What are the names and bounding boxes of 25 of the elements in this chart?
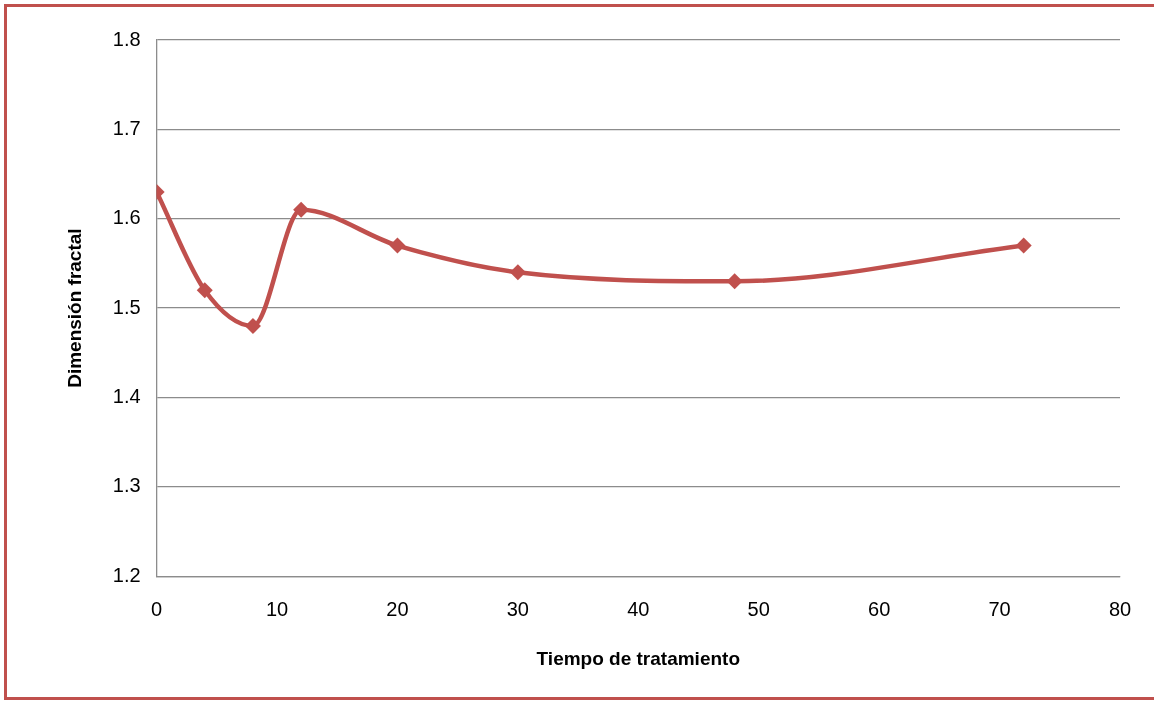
x-tick-label: 30 — [506, 597, 529, 620]
x-tick-label: 20 — [386, 597, 409, 620]
point — [293, 201, 310, 218]
y-tick-label: 1.3 — [112, 474, 141, 497]
x-tick-label: 80 — [1108, 597, 1132, 620]
y-axis-title: Dimensión fractal — [63, 228, 85, 388]
x-tick-label: 40 — [627, 597, 650, 620]
point — [1015, 237, 1032, 254]
point — [389, 237, 406, 254]
y-tick-label: 1.6 — [112, 206, 141, 229]
point — [244, 317, 261, 334]
y-tick-label: 1.2 — [112, 563, 141, 586]
x-tick-label: 70 — [988, 597, 1011, 620]
x-axis-title: Tiempo de tratamiento — [536, 647, 740, 669]
x-tick-label: 50 — [747, 597, 770, 620]
y-tick-label: 1.5 — [112, 295, 141, 318]
y-tick-label: 1.7 — [112, 116, 141, 139]
y-tick-label: 1.4 — [112, 384, 141, 407]
point — [509, 264, 526, 281]
x-tick-label: 10 — [265, 597, 289, 620]
point — [726, 273, 743, 290]
x-tick-label: 60 — [868, 597, 891, 620]
x-tick-label: 0 — [151, 597, 163, 620]
y-tick-label: 1.8 — [112, 27, 141, 50]
point — [196, 282, 213, 299]
